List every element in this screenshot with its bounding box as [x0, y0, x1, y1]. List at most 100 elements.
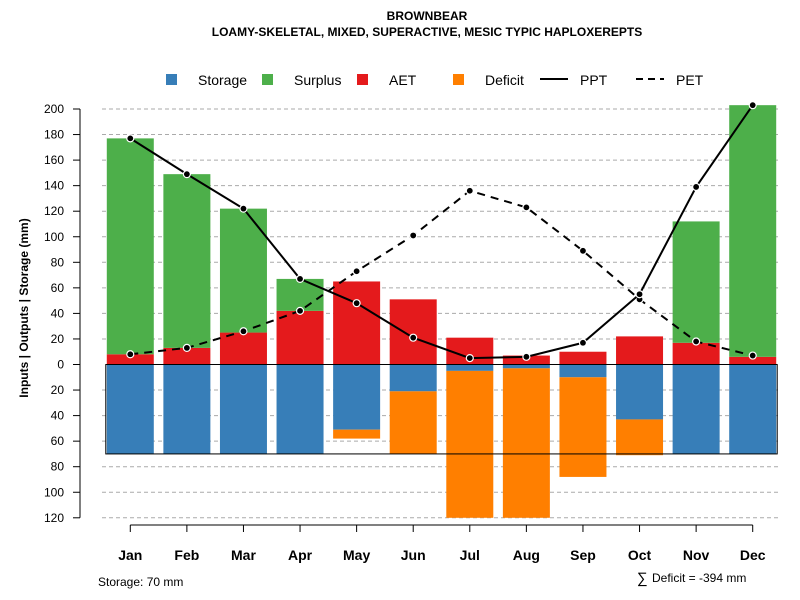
- pet-line-point: [409, 231, 418, 240]
- bar-surplus: [276, 278, 324, 311]
- legend-swatch-storage: [166, 74, 177, 85]
- x-tick-label: Feb: [174, 547, 199, 563]
- legend: Storage Surplus AET Deficit PPT PET: [166, 72, 704, 88]
- axes: 2001801601401201008060402002040608010012…: [44, 102, 766, 563]
- x-tick-label: Sep: [570, 547, 596, 563]
- ppt-line-point: [578, 338, 588, 347]
- bar-surplus: [729, 105, 777, 357]
- bars: [106, 105, 777, 518]
- bar-storage: [219, 364, 267, 454]
- bar-surplus: [219, 208, 267, 333]
- ppt-line-point: [239, 204, 248, 213]
- bar-aet: [106, 354, 154, 365]
- legend-swatch-aet: [357, 74, 368, 85]
- storage-note: Storage: 70 mm: [98, 575, 183, 589]
- x-tick-label: Dec: [740, 547, 766, 563]
- legend-label-pet: PET: [676, 72, 704, 88]
- bar-storage: [446, 364, 494, 371]
- sum-symbol: ∑: [637, 570, 648, 587]
- bar-aet: [219, 332, 267, 365]
- bar-deficit: [389, 391, 437, 454]
- pet-line-point: [352, 267, 361, 276]
- y-tick-label: 80: [51, 255, 65, 269]
- y-axis-title: Inputs | Outputs | Storage (mm): [17, 218, 31, 397]
- y-tick-label: 40: [51, 306, 65, 320]
- ppt-line-point: [748, 101, 757, 110]
- x-tick-label: Oct: [628, 547, 652, 563]
- x-tick-label: Apr: [288, 547, 313, 563]
- legend-swatch-deficit: [453, 74, 464, 85]
- bar-storage: [106, 364, 154, 454]
- bar-aet: [163, 347, 211, 365]
- x-tick-label: May: [343, 547, 370, 563]
- bar-surplus: [106, 138, 154, 355]
- bar-aet: [276, 310, 324, 365]
- pet-line-point: [126, 350, 135, 359]
- ppt-line-point: [126, 134, 135, 143]
- x-tick-label: Aug: [513, 547, 540, 563]
- bar-aet: [616, 336, 664, 365]
- lines: [126, 101, 757, 363]
- bar-storage: [333, 364, 381, 430]
- y-tick-label: 60: [51, 281, 65, 295]
- ppt-line-point: [182, 170, 191, 179]
- grid: [102, 108, 781, 519]
- bar-deficit: [446, 370, 494, 518]
- pet-line-point: [748, 351, 757, 360]
- bar-deficit: [559, 377, 607, 477]
- y-tick-label: 140: [44, 179, 64, 193]
- y-tick-label: 180: [44, 128, 64, 142]
- bar-storage: [389, 364, 437, 392]
- bar-storage: [276, 364, 324, 454]
- legend-label-storage: Storage: [198, 72, 247, 88]
- bar-deficit: [333, 429, 381, 439]
- bar-storage: [729, 364, 777, 454]
- ppt-line: [129, 104, 754, 360]
- y-tick-label: 120: [44, 204, 64, 218]
- pet-line-point: [295, 306, 305, 315]
- ppt-line-point: [692, 182, 701, 192]
- x-tick-label: Jan: [118, 547, 142, 563]
- pet-line-point: [692, 337, 701, 346]
- y-tick-label: 160: [44, 153, 64, 167]
- x-tick-label: Jun: [401, 547, 426, 563]
- bar-aet: [559, 351, 607, 365]
- ppt-line-point: [295, 274, 305, 284]
- legend-label-surplus: Surplus: [294, 72, 341, 88]
- y-tick-label: 20: [51, 332, 65, 346]
- chart-subtitle: LOAMY-SKELETAL, MIXED, SUPERACTIVE, MESI…: [212, 25, 643, 39]
- x-tick-label: Jul: [460, 547, 480, 563]
- bar-aet: [672, 342, 720, 365]
- ppt-line-point: [352, 299, 361, 308]
- bar-storage: [616, 364, 664, 420]
- y-tick-label: 0: [57, 358, 64, 372]
- legend-label-aet: AET: [389, 72, 417, 88]
- ppt-line-point: [465, 354, 474, 363]
- y-tick-label: 100: [44, 485, 64, 499]
- pet-line-point: [522, 203, 531, 212]
- y-tick-label: 120: [44, 511, 64, 525]
- legend-label-ppt: PPT: [580, 72, 608, 88]
- pet-line-point: [239, 327, 248, 336]
- pet-line-point: [465, 186, 474, 195]
- bar-aet: [729, 356, 777, 365]
- x-tick-label: Nov: [683, 547, 710, 563]
- pet-line-point: [182, 343, 191, 352]
- x-tick-label: Mar: [231, 547, 256, 563]
- storage-capacity-frame: [105, 364, 778, 455]
- chart-title: BROWNBEAR: [387, 9, 468, 23]
- y-tick-label: 200: [44, 102, 64, 116]
- zero-frame: [105, 364, 778, 455]
- bar-aet: [333, 281, 381, 365]
- y-tick-label: 100: [44, 230, 64, 244]
- y-tick-label: 60: [51, 434, 65, 448]
- ppt-line-point: [522, 352, 531, 361]
- legend-swatch-surplus: [262, 74, 273, 85]
- bar-aet: [389, 299, 437, 365]
- y-tick-label: 80: [51, 460, 65, 474]
- bar-storage: [163, 364, 211, 454]
- y-tick-label: 20: [51, 383, 65, 397]
- bar-storage: [559, 364, 607, 378]
- bar-storage: [502, 364, 550, 369]
